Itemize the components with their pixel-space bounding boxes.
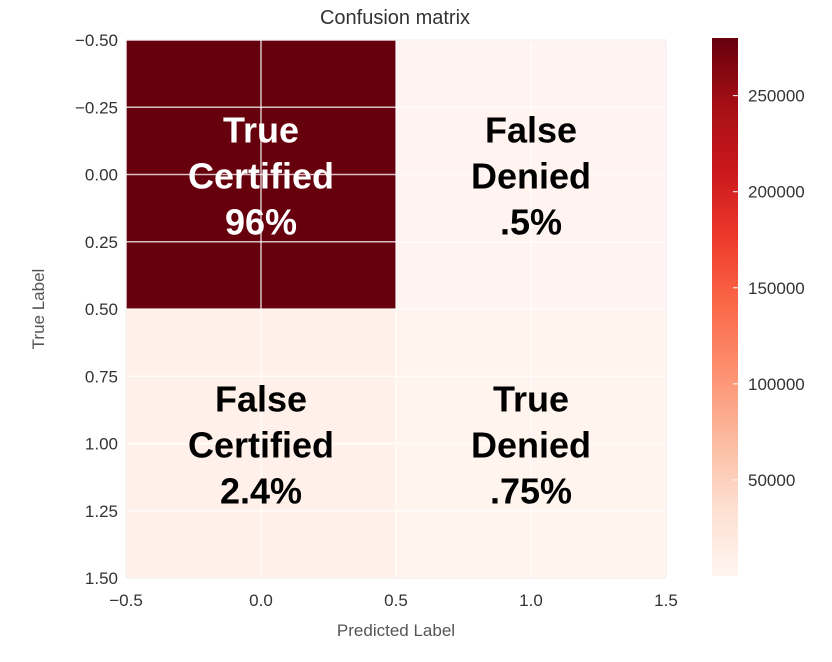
y-tick-label-5: 0.75 (85, 367, 118, 386)
x-tick-label-2: 0.5 (384, 591, 408, 610)
y-tick-label-6: 1.00 (85, 435, 118, 454)
x-tick-label-1: 0.0 (249, 591, 273, 610)
cell-label-0-1-line-0: False (485, 110, 577, 151)
cell-label-1-0-line-2: 2.4% (220, 471, 302, 512)
colorbar-tick-label-2: 150000 (748, 279, 805, 298)
cell-label-0-1-line-2: .5% (500, 202, 562, 243)
x-axis-ticks: −0.5 0.0 0.5 1.0 1.5 (109, 591, 678, 610)
cell-label-1-0-line-0: False (215, 379, 307, 420)
y-tick-label-1: −0.25 (75, 98, 118, 117)
cell-label-0-0-line-2: 96% (225, 202, 297, 243)
colorbar-tick-label-3: 200000 (748, 183, 805, 202)
x-tick-label-3: 1.0 (519, 591, 543, 610)
cell-label-1-1-line-0: True (493, 379, 569, 420)
cell-label-0-0-line-1: Certified (188, 156, 334, 197)
cell-label-1-1-line-1: Denied (471, 425, 591, 466)
colorbar-tick-label-0: 50000 (748, 471, 795, 490)
y-axis-ticks: −0.50 −0.25 0.00 0.25 0.50 0.75 1.00 1.25 1.50 (75, 31, 118, 588)
plot-frame (125, 39, 667, 579)
colorbar-ticks: 50000 100000 150000 200000 250000 (733, 87, 805, 490)
chart-title: Confusion matrix (320, 7, 470, 29)
y-tick-label-7: 1.25 (85, 502, 118, 521)
x-tick-label-0: −0.5 (109, 591, 143, 610)
colorbar (712, 38, 738, 576)
y-axis-label: True Label (29, 269, 48, 350)
cell-label-0-1-line-1: Denied (471, 156, 591, 197)
y-tick-label-0: −0.50 (75, 31, 118, 50)
x-tick-label-4: 1.5 (654, 591, 678, 610)
cell-label-1-1-line-2: .75% (490, 471, 572, 512)
colorbar-tick-label-4: 250000 (748, 87, 805, 106)
colorbar-tick-label-1: 100000 (748, 375, 805, 394)
x-axis-label: Predicted Label (337, 621, 455, 640)
cell-label-0-0-line-0: True (223, 110, 299, 151)
y-tick-label-2: 0.00 (85, 166, 118, 185)
cell-annotations: True Certified 96% False Denied .5% False Certi… (188, 110, 591, 512)
y-tick-label-3: 0.25 (85, 233, 118, 252)
cell-label-1-0-line-1: Certified (188, 425, 334, 466)
y-tick-label-4: 0.50 (85, 300, 118, 319)
y-tick-label-8: 1.50 (85, 569, 118, 588)
